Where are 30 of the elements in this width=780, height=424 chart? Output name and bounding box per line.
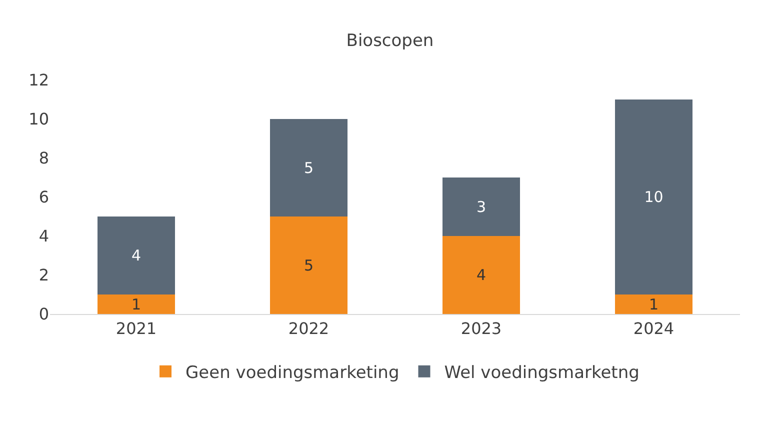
data-label: 4 — [131, 246, 142, 264]
data-label: 10 — [644, 188, 664, 206]
legend-label: Geen voedingsmarketing — [186, 362, 400, 383]
bar — [614, 294, 693, 314]
y-tick-label: 10 — [28, 110, 49, 129]
x-tick-label: 2023 — [460, 319, 502, 338]
y-tick-label: 8 — [38, 148, 49, 168]
data-label: 3 — [476, 198, 486, 216]
bar — [270, 216, 348, 314]
y-tick-label: 12 — [28, 70, 49, 90]
data-label: 5 — [304, 158, 314, 177]
data-label: 5 — [304, 256, 314, 274]
bar — [442, 236, 520, 314]
data-label: 4 — [476, 266, 486, 284]
x-tick-label: 2024 — [633, 319, 674, 338]
legend-label: Wel voedingsmarketng — [444, 362, 640, 383]
data-label: 1 — [131, 295, 142, 314]
bar — [97, 216, 176, 294]
bar — [442, 178, 520, 236]
y-tick-label: 6 — [38, 188, 49, 207]
bar — [97, 294, 176, 314]
y-tick-label: 4 — [38, 226, 49, 246]
y-tick-label: 2 — [38, 266, 49, 285]
chart-title: Bioscopen — [346, 30, 434, 51]
bar — [614, 100, 693, 294]
x-tick-label: 2022 — [288, 319, 330, 338]
x-tick-label: 2021 — [116, 319, 157, 338]
data-label: 1 — [648, 295, 659, 314]
bar — [270, 119, 348, 216]
y-tick-label: 0 — [38, 304, 49, 324]
